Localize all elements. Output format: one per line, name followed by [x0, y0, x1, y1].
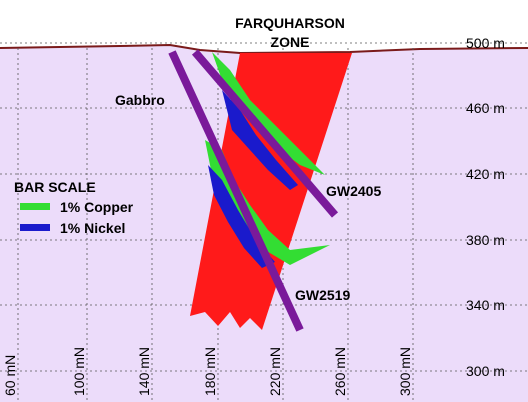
northing-label: 140 mN	[136, 347, 152, 396]
nickel-bar	[208, 165, 275, 268]
nickel-bar	[222, 90, 298, 190]
elevation-label: 460 m	[466, 100, 505, 116]
northing-label: 300 mN	[397, 347, 413, 396]
air	[0, 0, 528, 53]
title: ZONE	[271, 34, 310, 50]
northing-label: 220 mN	[267, 347, 283, 396]
drill-hole	[191, 49, 339, 218]
hole-label: GW2519	[295, 287, 350, 303]
legend-title: BAR SCALE	[14, 179, 96, 195]
title: FARQUHARSON	[235, 15, 345, 31]
northing-label: 260 mN	[332, 347, 348, 396]
topography	[0, 43, 528, 55]
copper-bar	[212, 52, 325, 175]
legend-label: 1% Copper	[60, 199, 134, 215]
northing-label: 100 mN	[71, 347, 87, 396]
northing-label: 60 mN	[2, 355, 18, 396]
rock-label: Gabbro	[115, 92, 165, 108]
elevation-label: 500 m	[466, 35, 505, 51]
hole-label: GW2405	[326, 183, 381, 199]
elevation-label: 300 m	[466, 363, 505, 379]
legend-swatch	[20, 224, 50, 231]
drill-hole	[168, 50, 304, 332]
legend-label: 1% Nickel	[60, 220, 125, 236]
elevation-label: 380 m	[466, 232, 505, 248]
legend-swatch	[20, 203, 50, 210]
elevation-label: 420 m	[466, 166, 505, 182]
northing-label: 180 mN	[202, 347, 218, 396]
elevation-label: 340 m	[466, 297, 505, 313]
